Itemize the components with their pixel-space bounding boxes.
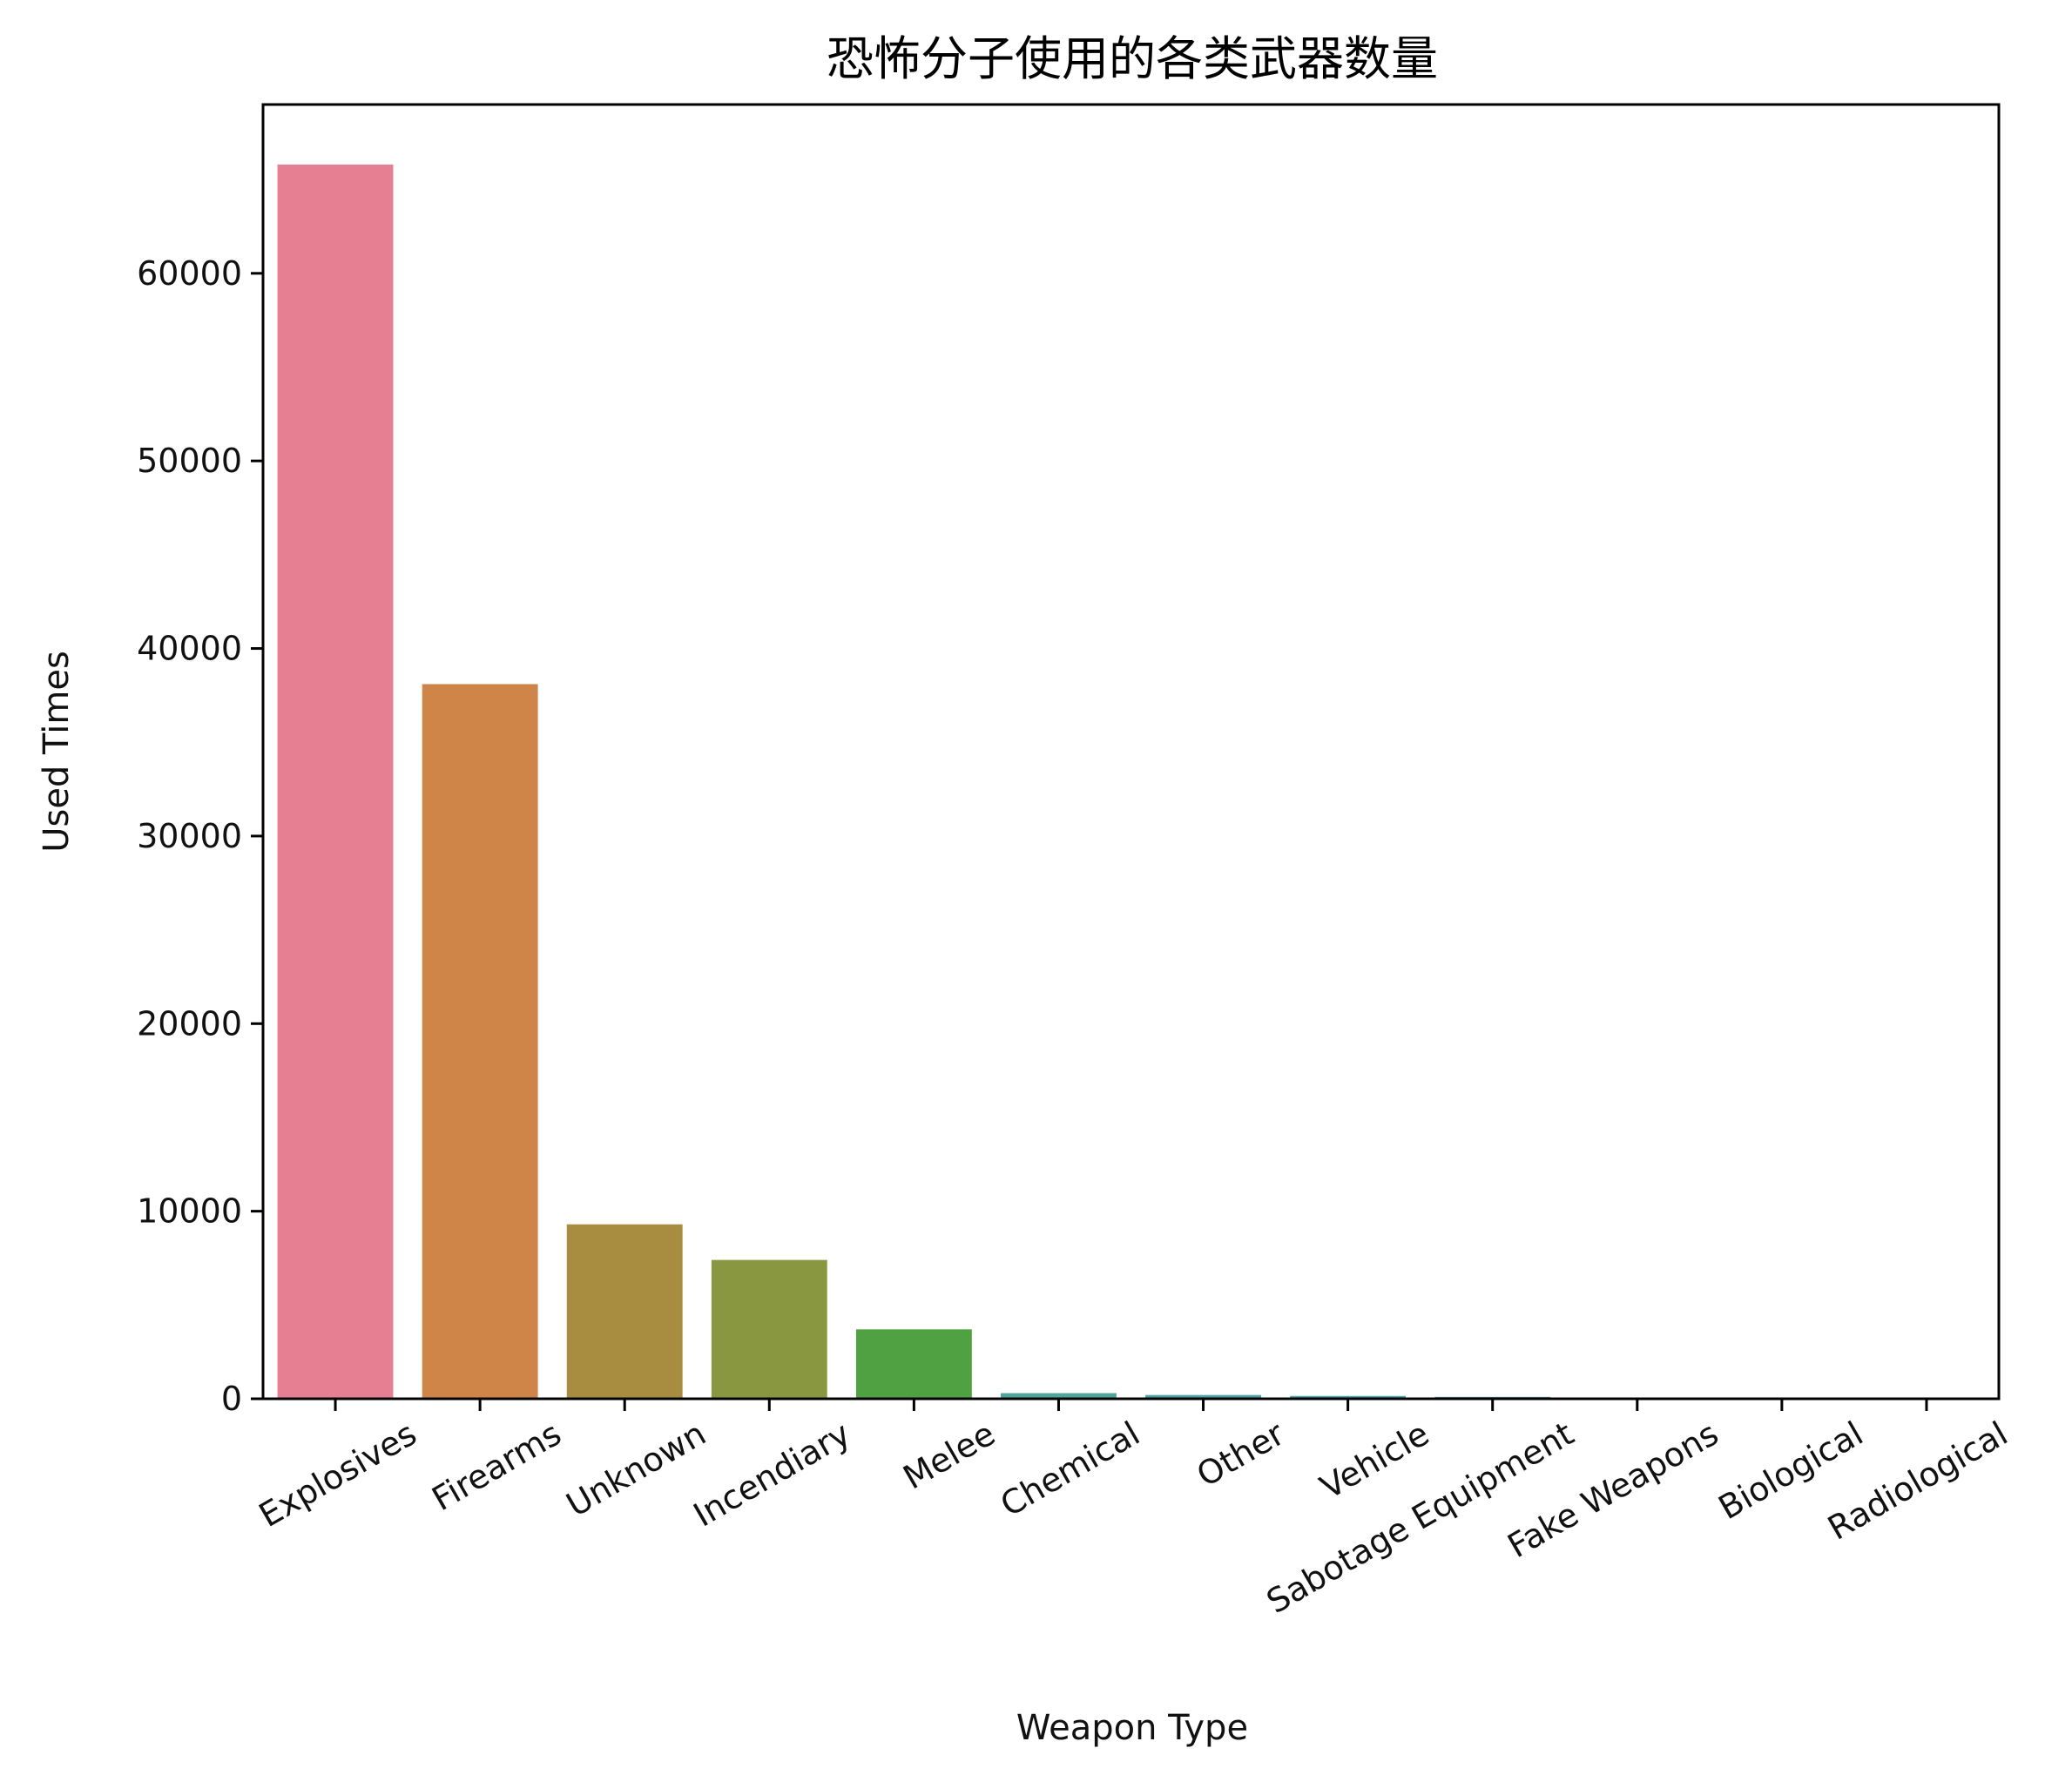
y-tick-label: 60000: [137, 254, 242, 293]
x-tick-label-unknown: Unknown: [560, 1414, 712, 1524]
x-tick-label-explosives: Explosives: [253, 1414, 423, 1535]
y-axis: 0 10000 20000 30000 40000 50000 60000: [137, 254, 263, 1418]
bar-other: [1145, 1394, 1261, 1399]
x-tick-label-firearms: Firearms: [426, 1414, 568, 1519]
bar-explosives: [277, 164, 394, 1400]
y-tick-label: 30000: [137, 817, 242, 855]
y-tick-label: 20000: [137, 1004, 242, 1043]
bar-unknown: [566, 1224, 683, 1399]
x-tick-label-incendiary: Incendiary: [687, 1414, 857, 1535]
x-tick-label-other: Other: [1191, 1414, 1292, 1495]
bar-melee: [855, 1329, 972, 1399]
y-tick-label: 50000: [137, 442, 242, 480]
bar-chemical: [1001, 1393, 1117, 1399]
y-axis-title: Used Times: [37, 651, 77, 853]
x-tick-label-vehicle: Vehicle: [1313, 1414, 1435, 1507]
chart-title: 恐怖分子使用的各类武器数量: [827, 31, 1438, 86]
y-tick-label: 10000: [137, 1192, 242, 1231]
x-tick-label-chemical: Chemical: [994, 1414, 1146, 1524]
plot-frame: [261, 103, 2001, 1401]
bar-incendiary: [711, 1259, 827, 1399]
bars-group: [277, 164, 1985, 1400]
x-axis-title: Weapon Type: [1016, 1708, 1248, 1748]
x-tick-label-melee: Melee: [897, 1414, 1002, 1497]
bar-firearms: [422, 684, 538, 1399]
y-tick-label: 40000: [137, 630, 242, 668]
y-tick-label: 0: [221, 1380, 242, 1418]
bar-vehicle: [1290, 1395, 1407, 1399]
